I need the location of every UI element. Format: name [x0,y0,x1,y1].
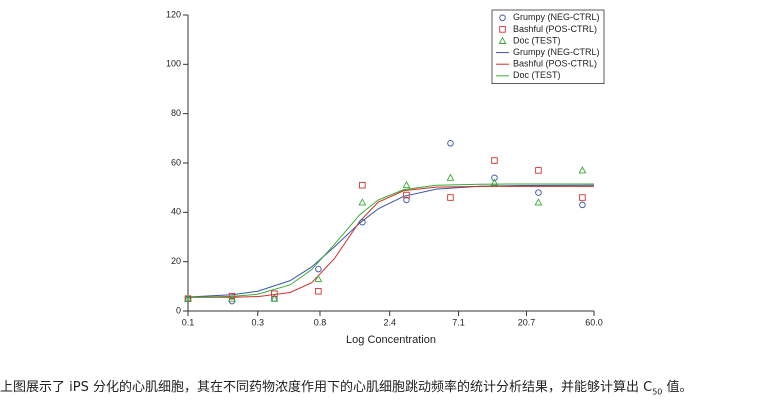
x-tick-label: 0.1 [182,317,195,327]
y-tick-label: 20 [171,256,181,266]
circle-marker [403,196,410,204]
fit-line [187,183,594,298]
y-tick-label: 100 [166,59,181,69]
circle-marker [491,174,498,182]
x-tick-label: 20.7 [518,317,536,327]
y-tick-label: 60 [171,157,181,167]
caption-text: 上图展示了 iPS 分化的心肌细胞，其在不同药物浓度作用下的心肌细胞跳动频率的统… [0,380,653,395]
fit-line [187,184,595,298]
square-marker [228,292,236,300]
circle-marker [447,140,454,147]
caption-text: 值。 [662,380,693,395]
square-marker [499,26,506,33]
triangle-marker [534,198,543,206]
caption-subscript: 50 [652,387,663,397]
triangle-marker [358,198,367,206]
circle-marker [579,201,586,209]
y-tick-label: 120 [166,9,181,19]
legend-label: Grumpy (NEG-CTRL) [513,47,600,57]
y-tick-label: 40 [171,207,181,217]
triangle-marker [402,180,411,189]
circle-marker [499,14,506,22]
x-tick-label: 2.4 [383,317,396,327]
square-marker [579,194,586,201]
square-marker [359,181,366,189]
legend: Grumpy (NEG-CTRL)Bashful (POS-CTRL)Doc (… [491,9,605,84]
square-marker [535,167,542,174]
caption: 上图展示了 iPS 分化的心肌细胞，其在不同药物浓度作用下的心肌细胞跳动频率的统… [0,376,784,397]
triangle-marker [270,294,279,302]
x-tick-label: 0.8 [314,317,327,327]
y-tick-label: 80 [171,108,181,118]
triangle-marker [490,178,499,186]
legend-label: Doc (TEST) [513,70,561,80]
triangle-marker [228,294,236,302]
triangle-marker [578,166,587,174]
y-tick-label: 0 [176,305,181,315]
triangle-marker [184,294,192,302]
square-marker [491,157,498,164]
legend-label: Grumpy (NEG-CTRL) [513,12,600,22]
legend-label: Bashful (POS-CTRL) [513,24,597,34]
square-marker [447,194,454,201]
triangle-marker [498,36,507,44]
circle-marker [315,265,322,273]
x-axis-label: Log Concentration [346,334,436,346]
legend-label: Doc (TEST) [513,35,561,45]
legend-label: Bashful (POS-CTRL) [513,59,597,69]
square-marker [271,290,278,297]
x-tick-label: 0.3 [251,317,264,327]
x-tick-label: 60.0 [585,317,603,327]
legend-box [491,9,605,84]
x-tick-label: 7.1 [452,317,465,327]
triangle-marker [314,274,323,282]
circle-marker [535,189,542,196]
square-marker [315,288,322,295]
chart: Log Concentration 0 20 40 60 80 100 120 0.1 0.3 0… [166,9,605,346]
circle-marker [359,218,366,226]
triangle-marker [446,173,455,181]
square-marker [403,191,410,199]
